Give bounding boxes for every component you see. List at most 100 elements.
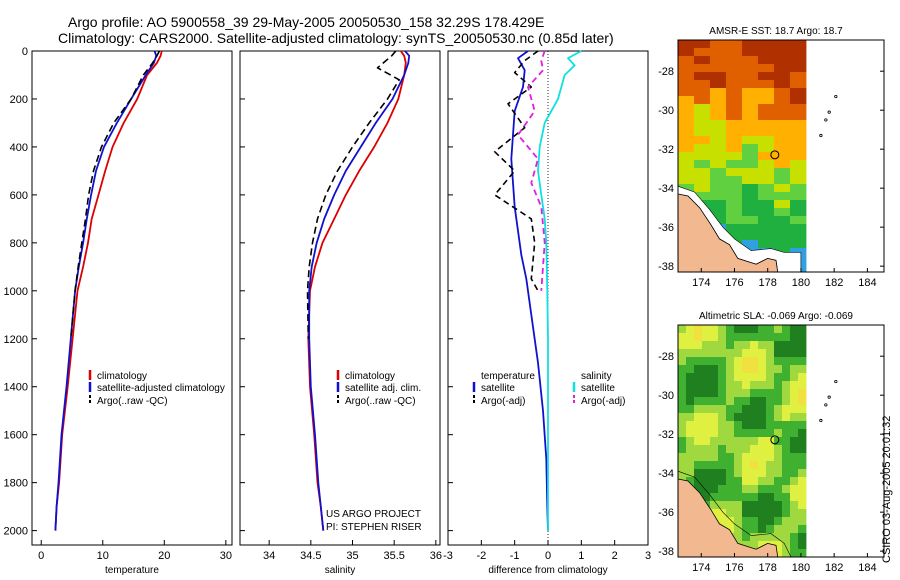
map-cell: [758, 136, 767, 145]
map-cell: [742, 64, 751, 73]
map-cell: [758, 469, 767, 478]
map-cell: [790, 136, 799, 145]
map-cell: [758, 96, 767, 105]
map-cell: [766, 413, 775, 422]
map-cell: [774, 477, 783, 486]
map-cell: [686, 429, 695, 438]
x-tick-label: 178: [759, 562, 777, 574]
map-cell: [798, 477, 807, 486]
map-cell: [798, 397, 807, 406]
y-tick-label: 200: [10, 94, 28, 106]
legend-label-climatology: climatology: [345, 371, 395, 382]
map-cell: [734, 168, 743, 177]
map-cell: [766, 72, 775, 81]
map-cell: [694, 168, 703, 177]
map-cell: [702, 453, 711, 462]
map-cell: [734, 56, 743, 65]
map-cell: [734, 453, 743, 462]
map-cell: [694, 144, 703, 153]
island-marker: [824, 118, 828, 122]
map-cell: [798, 256, 807, 265]
map-cell: [742, 104, 751, 113]
map-cell: [718, 64, 727, 73]
sst-map-frame: [677, 39, 885, 273]
map-cell: [750, 389, 759, 398]
map-cell: [766, 224, 775, 233]
map-cell: [694, 445, 703, 454]
map-cell: [742, 240, 751, 249]
map-cell: [790, 397, 799, 406]
map-cell: [726, 80, 735, 89]
map-cell: [726, 192, 735, 201]
map-cell: [798, 144, 807, 153]
map-cell: [798, 501, 807, 510]
x-tick-label: 0: [545, 550, 551, 562]
map-cell: [726, 485, 735, 494]
map-cell: [718, 509, 727, 518]
map-cell: [734, 429, 743, 438]
x-tick-label: 1: [578, 550, 584, 562]
x-tick-label: 176: [725, 277, 743, 289]
map-cell: [774, 349, 783, 358]
map-cell: [742, 48, 751, 57]
map-cell: [798, 80, 807, 89]
map-cell: [686, 88, 695, 97]
map-cell: [790, 549, 799, 558]
salinity-legend: climatology satellite adj. clim. Argo(..…: [326, 370, 422, 533]
map-cell: [726, 493, 735, 502]
map-cell: [742, 373, 751, 382]
map-cell: [790, 192, 799, 201]
map-cell: [726, 461, 735, 470]
map-cell: [790, 112, 799, 121]
map-cell: [774, 357, 783, 366]
map-cell: [750, 176, 759, 185]
map-cell: [782, 176, 791, 185]
map-cell: [790, 453, 799, 462]
map-cell: [710, 397, 719, 406]
map-cell: [790, 160, 799, 169]
map-cell: [726, 477, 735, 486]
map-cell: [718, 208, 727, 217]
map-cell: [686, 152, 695, 161]
map-cell: [726, 525, 735, 534]
map-cell: [694, 421, 703, 430]
map-cell: [726, 469, 735, 478]
map-cell: [694, 485, 703, 494]
map-cell: [758, 40, 767, 49]
map-cell: [750, 365, 759, 374]
map-cell: [734, 413, 743, 422]
map-cell: [710, 56, 719, 65]
map-cell: [758, 144, 767, 153]
map-cell: [702, 168, 711, 177]
x-tick-label: 184: [858, 562, 876, 574]
map-cell: [790, 341, 799, 350]
map-cell: [686, 160, 695, 169]
map-cell: [702, 325, 711, 334]
map-cell: [726, 405, 735, 414]
map-cell: [686, 349, 695, 358]
map-cell: [742, 88, 751, 97]
map-cell: [758, 533, 767, 542]
map-cell: [766, 437, 775, 446]
map-cell: [742, 325, 751, 334]
map-cell: [766, 64, 775, 73]
map-cell: [766, 469, 775, 478]
map-cell: [758, 88, 767, 97]
map-cell: [790, 96, 799, 105]
map-cell: [750, 208, 759, 217]
map-cell: [702, 56, 711, 65]
map-cell: [766, 48, 775, 57]
map-cell: [686, 48, 695, 57]
map-cell: [718, 184, 727, 193]
map-cell: [686, 72, 695, 81]
map-cell: [750, 453, 759, 462]
map-cell: [694, 325, 703, 334]
map-cell: [782, 240, 791, 249]
x-tick-label: 174: [692, 277, 710, 289]
map-cell: [774, 325, 783, 334]
map-cell: [766, 357, 775, 366]
map-cell: [742, 517, 751, 526]
map-cell: [718, 192, 727, 201]
difference-plot: -3 -2 -1 0 1 2 3 difference from climatology: [443, 50, 651, 576]
map-cell: [790, 445, 799, 454]
